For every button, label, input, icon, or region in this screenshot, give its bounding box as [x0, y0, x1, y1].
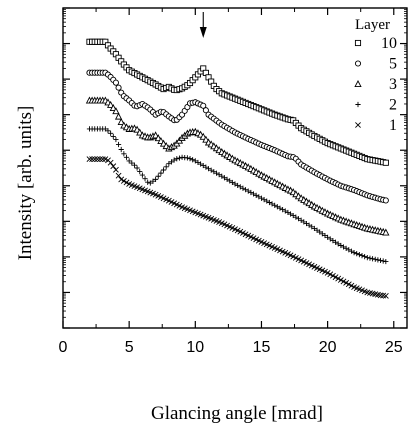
data-point	[177, 155, 182, 160]
data-point	[383, 198, 388, 203]
data-point	[116, 114, 122, 120]
data-point	[164, 164, 169, 169]
y-axis-title: Intensity [arb. units]	[15, 106, 36, 261]
legend-title: Layer	[355, 17, 390, 33]
x-tick-label: 10	[186, 339, 204, 356]
data-point	[97, 157, 102, 162]
data-point	[116, 173, 121, 178]
legend-marker	[355, 61, 360, 66]
data-series	[87, 39, 389, 298]
data-point	[161, 167, 166, 172]
data-point	[375, 257, 380, 262]
data-point	[87, 157, 92, 162]
data-point	[100, 157, 105, 162]
data-point	[92, 157, 97, 162]
data-point	[108, 160, 113, 165]
legend-label: 3	[389, 76, 397, 93]
data-point	[113, 167, 118, 172]
data-point	[116, 85, 121, 90]
data-point	[113, 137, 118, 142]
data-point	[116, 142, 121, 147]
data-point	[95, 157, 100, 162]
data-point	[357, 252, 362, 257]
data-point	[111, 134, 116, 139]
legend-marker	[355, 122, 360, 127]
legend-marker	[355, 81, 361, 87]
annotation-arrow	[200, 12, 207, 38]
data-point	[187, 156, 192, 161]
legend-label: 10	[381, 35, 397, 52]
data-point	[174, 156, 179, 161]
data-point	[362, 254, 367, 259]
data-point	[185, 155, 190, 160]
data-point	[365, 255, 370, 260]
x-tick-label: 0	[59, 339, 68, 356]
legend: Layer 10 5 3 2 1	[355, 17, 397, 134]
legend-marker	[355, 40, 360, 45]
x-tick-label: 15	[253, 339, 271, 356]
data-point	[354, 251, 359, 256]
data-point	[156, 174, 161, 179]
data-point	[140, 173, 145, 178]
data-point	[370, 256, 375, 261]
data-point	[190, 157, 195, 162]
data-point	[119, 147, 124, 152]
x-tick-label: 20	[319, 339, 337, 356]
data-point	[124, 155, 129, 160]
data-point	[367, 256, 372, 261]
x-tick-labels: 0 5 10 15 20 25	[59, 339, 403, 356]
x-axis-title: Glancing angle [mrad]	[151, 403, 323, 424]
data-point	[373, 257, 378, 262]
legend-marker	[355, 102, 360, 107]
legend-label: 1	[389, 117, 397, 134]
data-point	[111, 164, 116, 169]
data-point	[134, 165, 139, 170]
data-point	[383, 259, 388, 264]
data-point	[381, 258, 386, 263]
series-layer-1	[87, 157, 389, 299]
data-point	[142, 176, 147, 181]
data-point	[383, 160, 388, 165]
legend-label: 5	[389, 56, 397, 73]
x-tick-label: 5	[125, 339, 134, 356]
data-point	[145, 180, 150, 185]
data-point	[121, 151, 126, 156]
arrow-head	[200, 27, 207, 38]
data-point	[359, 253, 364, 258]
series-layer-3	[87, 97, 389, 235]
x-tick-label: 25	[385, 339, 403, 356]
data-point	[137, 169, 142, 174]
data-point	[90, 157, 95, 162]
data-point	[108, 131, 113, 136]
data-point	[158, 171, 163, 176]
data-point	[113, 80, 118, 85]
data-point	[378, 258, 383, 263]
legend-label: 2	[389, 97, 397, 114]
